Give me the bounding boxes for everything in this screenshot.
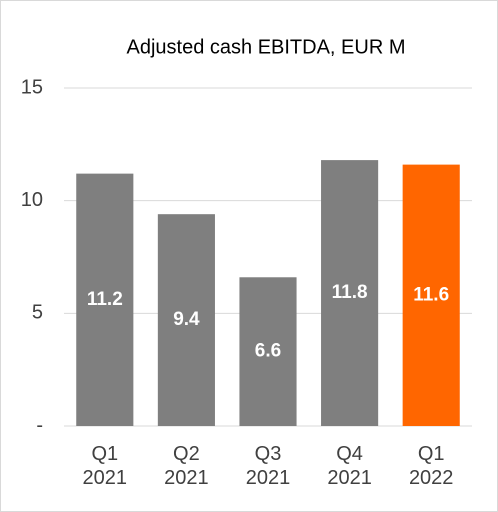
bar [239, 277, 297, 426]
bar [402, 164, 460, 426]
y-tick-label: - [36, 414, 43, 436]
data-label: 11.2 [87, 289, 123, 310]
y-tick-label: 15 [21, 76, 43, 98]
y-tick-label: 10 [21, 189, 43, 211]
x-tick-label: Q1 2022 [408, 443, 454, 489]
data-label: 9.4 [173, 309, 200, 330]
x-tick-label: Q3 2021 [245, 443, 291, 489]
data-label: 6.6 [255, 341, 281, 362]
y-tick-label: 5 [32, 302, 43, 324]
bar [321, 160, 379, 426]
data-label: 11.6 [413, 284, 449, 305]
chart-title: Adjusted cash EBITDA, EUR M [127, 36, 406, 58]
data-label: 11.8 [332, 282, 368, 303]
bar [157, 214, 215, 426]
bar [76, 173, 134, 426]
x-tick-label: Q4 2021 [327, 443, 372, 489]
x-tick-label: Q2 2021 [164, 443, 209, 489]
x-tick-label: Q1 2021 [82, 443, 128, 489]
